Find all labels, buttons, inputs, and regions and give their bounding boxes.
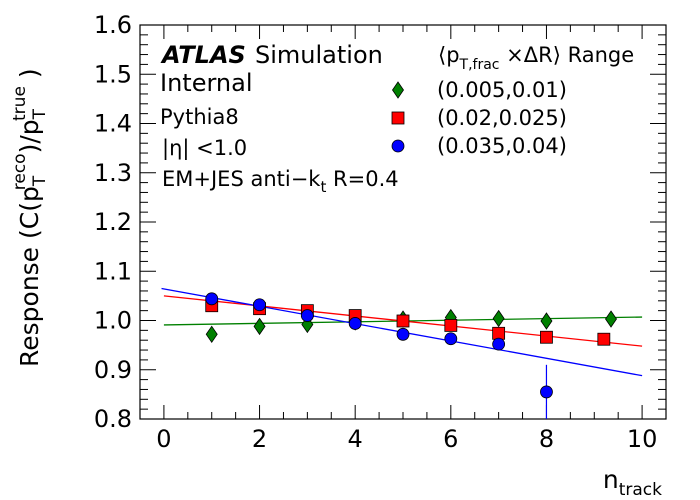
data-point-diamond (540, 312, 553, 330)
data-point-circle (348, 317, 362, 330)
x-axis-title: ntrack (603, 465, 662, 500)
y-tick-label: 1.3 (94, 159, 132, 187)
y-tick-label: 0.8 (94, 405, 132, 433)
svg-text:Response (C(pTreco)/pTtrue ): Response (C(pTreco)/pTtrue ) (10, 68, 50, 367)
jet-definition-label: EM+JES anti−kt R=0.4 (162, 167, 399, 196)
data-point-circle (300, 309, 314, 322)
generator-label: Pythia8 (160, 105, 239, 129)
y-tick-label: 1.4 (94, 110, 132, 138)
x-tick-label: 8 (539, 425, 554, 453)
legend-label: (0.035,0.04) (437, 134, 567, 158)
x-tick-label: 4 (348, 425, 363, 453)
x-tick-label: 0 (156, 425, 171, 453)
x-tick-label: 6 (443, 425, 458, 453)
data-point-diamond (253, 317, 266, 336)
simulation-label: Simulation (255, 41, 383, 69)
data-point-diamond (605, 310, 617, 328)
data-points (205, 292, 617, 419)
y-axis-title: Response (C(pTreco)/pTtrue ) (10, 68, 50, 367)
y-tick-label: 1.1 (94, 257, 132, 285)
axis-ticks: 0 2 4 6 8 10 0.8 0.9 1.0 1.1 1.2 1.3 1.4 1.5 1.6 (94, 11, 666, 453)
legend-label: (0.02,0.025) (437, 106, 567, 130)
data-point-square (540, 330, 553, 344)
legend-title: ⟨pT,frac ×ΔR⟩ Range (438, 43, 634, 73)
atlas-label: ATLAS (160, 41, 246, 69)
data-point-diamond (492, 309, 505, 328)
y-tick-label: 1.2 (94, 208, 132, 236)
legend: ⟨pT,frac ×ΔR⟩ Range (0.005,0.01) (0.02,0.… (391, 43, 634, 158)
legend-marker-square (391, 111, 405, 125)
data-point-circle (205, 292, 219, 306)
data-point-diamond (205, 325, 218, 343)
data-point-square (444, 319, 458, 332)
data-point-circle (540, 385, 553, 399)
x-tick-label: 2 (252, 425, 267, 453)
legend-label: (0.005,0.01) (437, 78, 567, 102)
data-point-circle (492, 337, 506, 351)
data-point-circle (253, 298, 266, 312)
data-point-square (597, 332, 611, 346)
y-tick-label: 1.5 (94, 60, 132, 88)
y-tick-label: 1.0 (94, 307, 132, 335)
eta-cut-label: |η| <1.0 (162, 136, 247, 161)
legend-marker-diamond (392, 81, 404, 99)
internal-label: Internal (160, 69, 253, 97)
y-tick-label: 0.9 (94, 356, 132, 384)
data-point-square (492, 326, 506, 340)
annotation-block: ATLAS Simulation Internal Pythia8 |η| <1… (160, 41, 399, 196)
legend-marker-circle (391, 139, 405, 153)
x-tick-label: 10 (627, 425, 658, 453)
y-tick-label: 1.6 (94, 11, 132, 39)
data-point-circle (444, 332, 458, 346)
data-point-circle (396, 327, 410, 341)
data-point-square (396, 314, 410, 328)
